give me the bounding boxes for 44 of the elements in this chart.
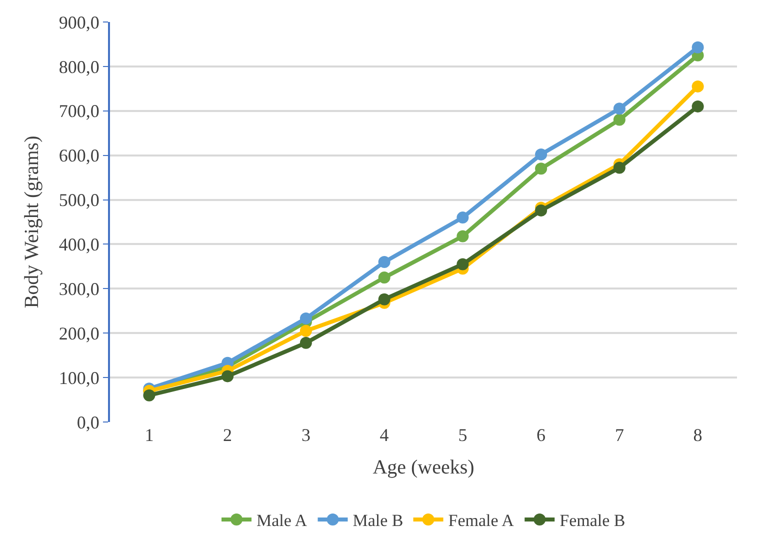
legend-label: Male A: [256, 511, 308, 530]
point: [613, 102, 626, 115]
x-tick-label: 4: [380, 425, 389, 445]
point: [456, 230, 469, 242]
point: [222, 370, 234, 382]
point: [535, 162, 548, 175]
y-tick-label: 200,0: [58, 323, 100, 344]
legend-label: Female B: [560, 511, 626, 530]
point: [456, 258, 469, 270]
y-tick-label: 700,0: [58, 101, 100, 122]
point: [692, 41, 704, 54]
point: [378, 293, 390, 306]
y-tick-label: 600,0: [58, 146, 100, 166]
y-tick-label: 800,0: [58, 56, 100, 77]
point: [456, 212, 469, 224]
point: [692, 80, 704, 92]
x-tick-label: 7: [614, 425, 624, 445]
point: [378, 272, 390, 284]
y-tick-label: 400,0: [58, 234, 100, 255]
point: [143, 389, 156, 402]
y-tick-label: 300,0: [58, 278, 100, 299]
point: [300, 312, 312, 324]
point: [378, 256, 390, 268]
point: [300, 336, 312, 349]
point: [300, 324, 312, 337]
x-tick-label: 1: [144, 425, 154, 445]
x-tick-label: 8: [693, 425, 702, 445]
y-tick-label: 500,0: [58, 190, 100, 210]
y-tick-label: 0,0: [76, 412, 100, 432]
point: [535, 204, 548, 216]
legend-label: Female A: [448, 511, 515, 530]
point: [535, 148, 548, 160]
x-tick-label: 2: [223, 425, 232, 445]
x-tick-label: 6: [536, 425, 546, 445]
y-tick-label: 900,0: [58, 12, 100, 32]
point: [692, 100, 704, 112]
y-tick-label: 100,0: [58, 368, 100, 388]
x-axis-title: Age (weeks): [372, 456, 474, 478]
point: [613, 162, 626, 174]
legend-label: Male B: [352, 511, 404, 530]
point: [613, 114, 626, 126]
y-axis-title: Body Weight (grams): [20, 136, 43, 308]
x-tick-label: 5: [458, 425, 468, 445]
x-tick-label: 3: [301, 425, 310, 445]
